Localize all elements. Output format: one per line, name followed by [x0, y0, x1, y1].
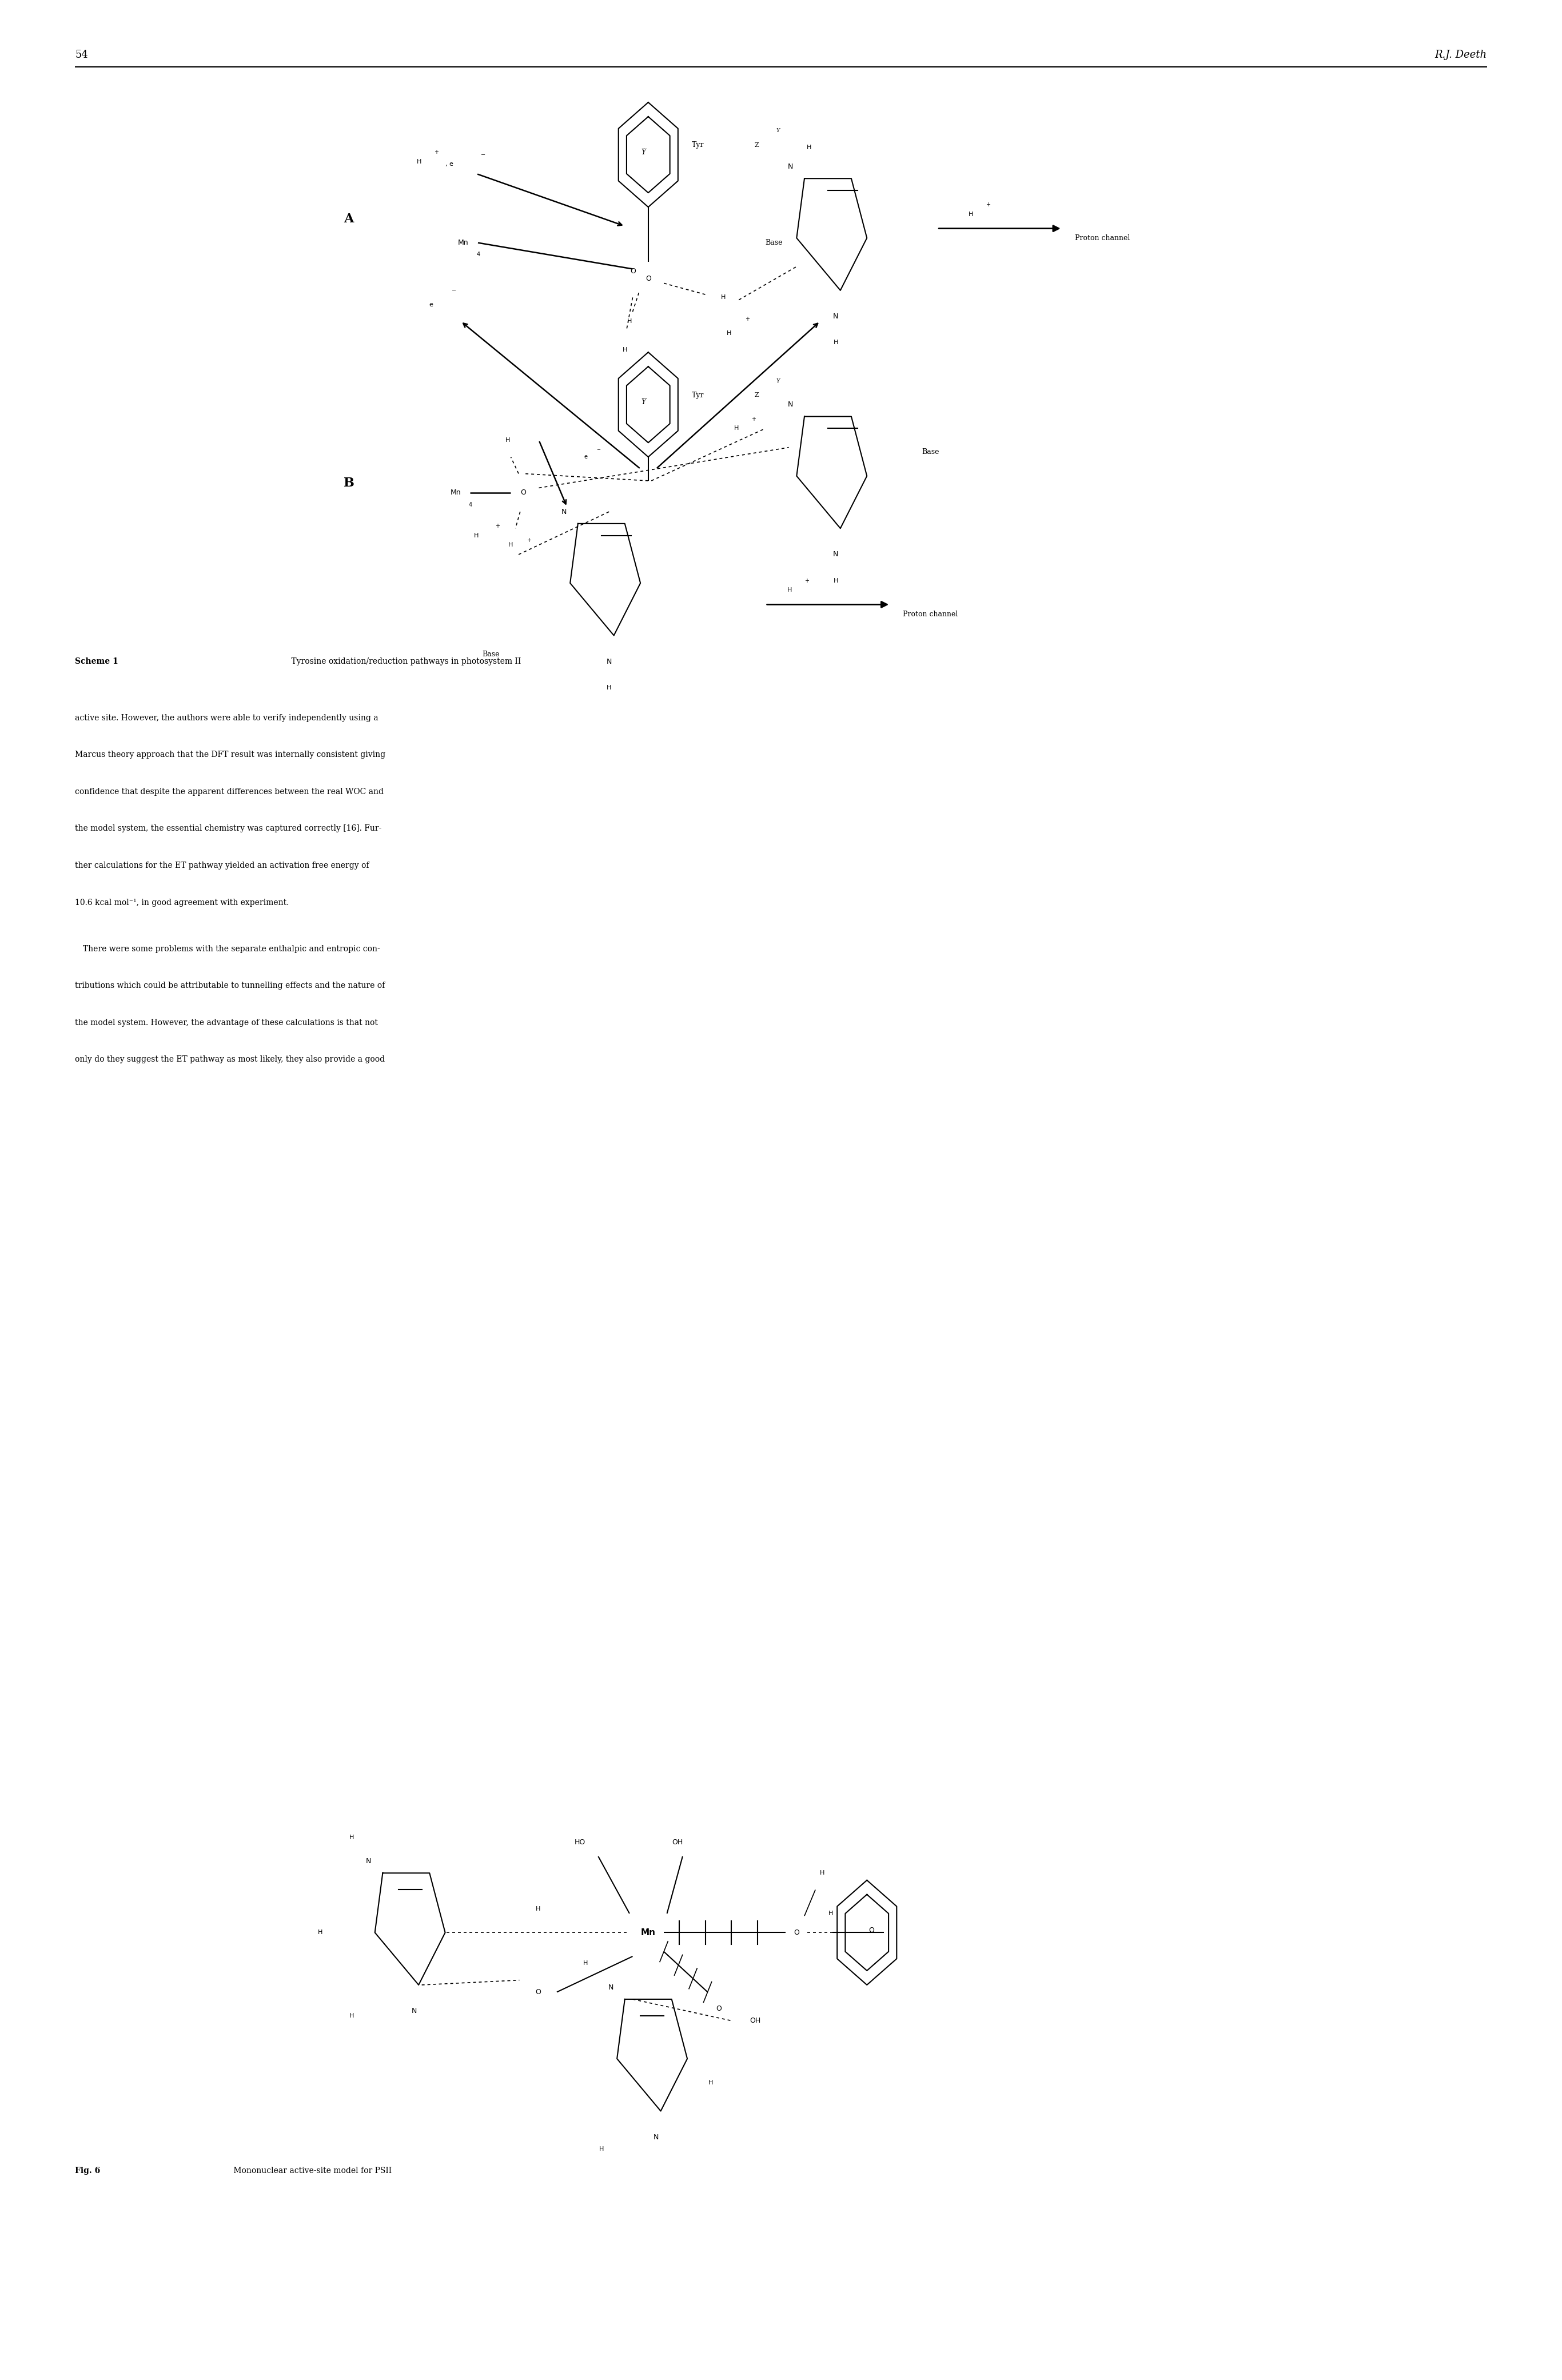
- Text: H: H: [348, 2013, 355, 2018]
- Text: H: H: [417, 159, 422, 164]
- Text: N: N: [366, 1856, 372, 1866]
- Text: −: −: [451, 288, 456, 293]
- Text: O: O: [793, 1928, 800, 1937]
- Text: H: H: [828, 1911, 834, 1916]
- Text: Fig. 6: Fig. 6: [75, 2166, 100, 2175]
- Text: active site. However, the authors were able to verify independently using a: active site. However, the authors were a…: [75, 714, 378, 721]
- Text: +: +: [804, 578, 809, 583]
- Text: B: B: [344, 476, 355, 490]
- Text: N: N: [411, 2006, 417, 2016]
- Text: H: H: [473, 533, 480, 538]
- Text: Base: Base: [922, 447, 939, 457]
- Text: confidence that despite the apparent differences between the real WOC and: confidence that despite the apparent dif…: [75, 788, 384, 795]
- Text: +: +: [745, 317, 750, 321]
- Text: O: O: [868, 1925, 875, 1935]
- Text: 54: 54: [75, 50, 87, 60]
- Text: O: O: [629, 267, 636, 276]
- Text: N: N: [653, 2132, 659, 2142]
- Text: H: H: [833, 340, 839, 345]
- Text: ther calculations for the ET pathway yielded an activation free energy of: ther calculations for the ET pathway yie…: [75, 862, 369, 869]
- Text: e: e: [584, 455, 587, 459]
- Text: +: +: [434, 150, 439, 155]
- Text: O: O: [645, 274, 651, 283]
- Text: N: N: [561, 507, 567, 516]
- Text: N: N: [787, 400, 793, 409]
- Text: +: +: [986, 202, 990, 207]
- Text: Mn: Mn: [458, 238, 469, 248]
- Text: Mn: Mn: [450, 488, 461, 497]
- Text: Base: Base: [765, 238, 783, 248]
- Text: H: H: [734, 426, 739, 431]
- Text: H: H: [348, 1835, 355, 1840]
- Text: Tyrosine oxidation/reduction pathways in photosystem II: Tyrosine oxidation/reduction pathways in…: [289, 657, 522, 666]
- Text: H: H: [708, 2080, 714, 2085]
- Text: 10.6 kcal mol⁻¹, in good agreement with experiment.: 10.6 kcal mol⁻¹, in good agreement with …: [75, 897, 289, 907]
- Text: H: H: [508, 543, 514, 547]
- Text: H: H: [622, 347, 628, 352]
- Text: Mononuclear active-site model for PSII: Mononuclear active-site model for PSII: [231, 2166, 392, 2175]
- Text: 4: 4: [476, 252, 480, 257]
- Text: +: +: [751, 416, 756, 421]
- Text: the model system, the essential chemistry was captured correctly [16]. Fur-: the model system, the essential chemistr…: [75, 823, 381, 833]
- Text: H: H: [806, 145, 812, 150]
- Text: Y: Y: [776, 129, 779, 133]
- Text: HO: HO: [575, 1837, 586, 1847]
- Text: There were some problems with the separate enthalpic and entropic con-: There were some problems with the separa…: [75, 945, 380, 952]
- Text: H: H: [626, 319, 633, 324]
- Text: N: N: [787, 162, 793, 171]
- Text: Base: Base: [483, 650, 500, 659]
- Text: +: +: [526, 538, 531, 543]
- Text: O: O: [520, 488, 526, 497]
- Text: the model system. However, the advantage of these calculations is that not: the model system. However, the advantage…: [75, 1019, 378, 1026]
- Text: N: N: [833, 550, 839, 559]
- Text: H: H: [536, 1906, 540, 1911]
- Text: O: O: [715, 2004, 722, 2013]
- Text: 4: 4: [469, 502, 472, 507]
- Text: Ẏ: Ẏ: [640, 148, 647, 157]
- Text: Z: Z: [754, 393, 759, 397]
- Text: −: −: [597, 447, 600, 452]
- Text: Marcus theory approach that the DFT result was internally consistent giving: Marcus theory approach that the DFT resu…: [75, 752, 386, 759]
- Text: Proton channel: Proton channel: [903, 609, 958, 619]
- Text: H: H: [505, 438, 511, 443]
- Text: +: +: [495, 524, 500, 528]
- Text: tributions which could be attributable to tunnelling effects and the nature of: tributions which could be attributable t…: [75, 981, 384, 990]
- Text: OH: OH: [672, 1837, 683, 1847]
- Text: Tyr: Tyr: [692, 390, 704, 400]
- Text: N: N: [606, 657, 612, 666]
- Text: H: H: [317, 1930, 323, 1935]
- Text: H: H: [787, 588, 792, 593]
- Text: O: O: [536, 1987, 540, 1997]
- Text: Scheme 1: Scheme 1: [75, 657, 119, 666]
- Text: , e: , e: [445, 162, 453, 167]
- Text: H: H: [606, 685, 612, 690]
- Text: N: N: [833, 312, 839, 321]
- Text: R.J. Deeth: R.J. Deeth: [1435, 50, 1487, 60]
- Text: Proton channel: Proton channel: [1075, 233, 1129, 243]
- Text: H: H: [968, 212, 973, 217]
- Text: H: H: [598, 2147, 604, 2152]
- Text: H: H: [583, 1961, 589, 1966]
- Text: H: H: [726, 331, 731, 336]
- Text: only do they suggest the ET pathway as most likely, they also provide a good: only do they suggest the ET pathway as m…: [75, 1054, 384, 1064]
- Text: Y: Y: [776, 378, 779, 383]
- Text: H: H: [820, 1871, 825, 1875]
- Text: Mn: Mn: [640, 1928, 656, 1937]
- Text: OH: OH: [750, 2016, 761, 2025]
- Text: H: H: [720, 295, 726, 300]
- Text: Tyr: Tyr: [692, 140, 704, 150]
- Text: Ẏ: Ẏ: [640, 397, 647, 407]
- Text: e: e: [428, 302, 433, 307]
- Text: −: −: [481, 152, 486, 157]
- Text: H: H: [833, 578, 839, 583]
- Text: N: N: [608, 1983, 614, 1992]
- Text: Z: Z: [754, 143, 759, 148]
- Text: A: A: [344, 212, 353, 226]
